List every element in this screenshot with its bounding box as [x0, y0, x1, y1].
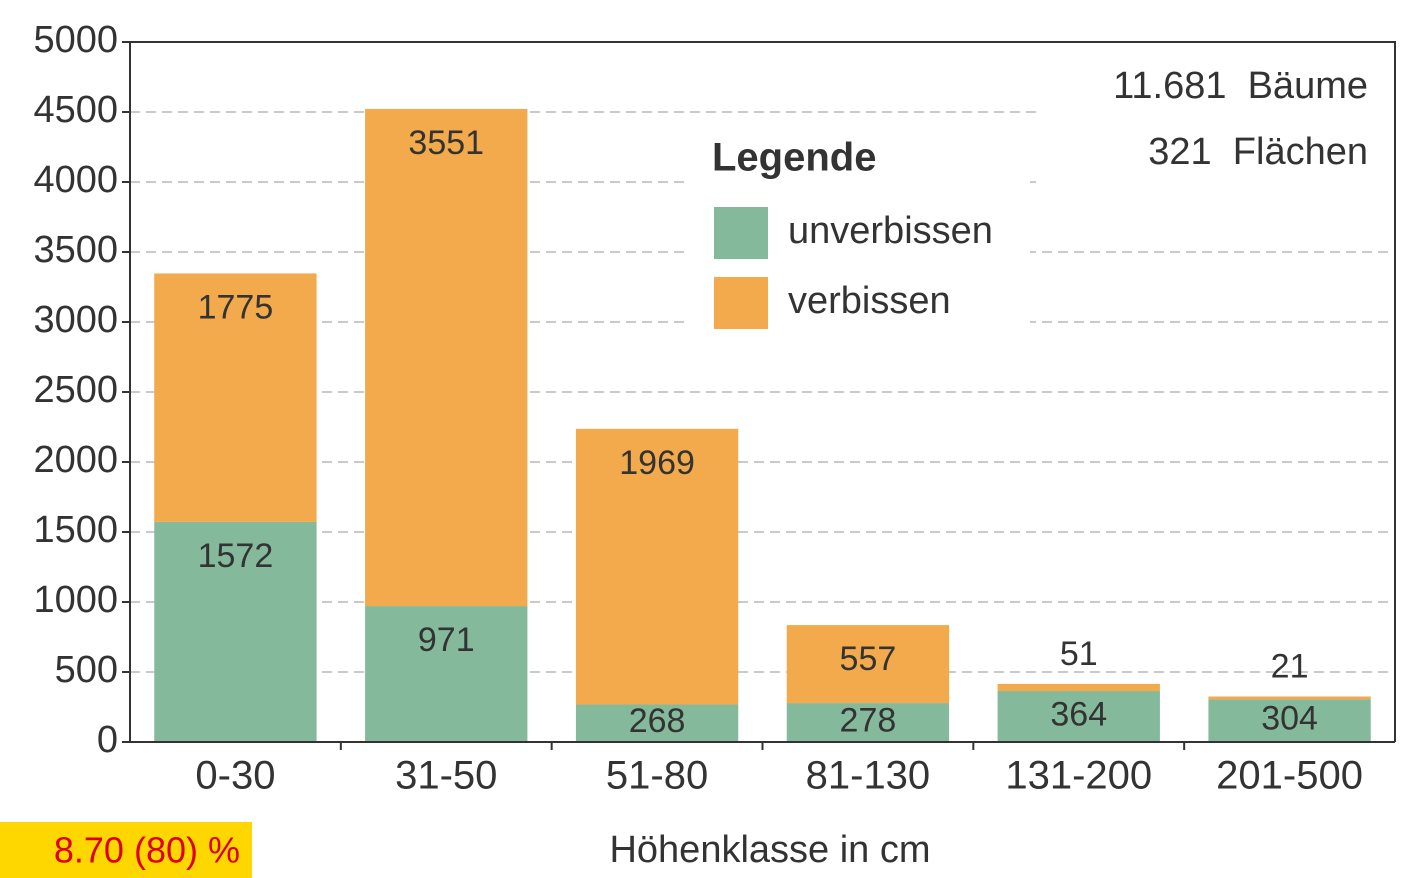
legend-label: unverbissen	[788, 210, 993, 252]
x-tick-label: 81-130	[806, 754, 931, 798]
value-label: 1572	[198, 537, 274, 575]
annotation-bg	[1040, 55, 1390, 185]
bar-segment	[154, 273, 317, 522]
y-tick-label: 2000	[33, 439, 118, 481]
y-tick-label: 1500	[33, 509, 118, 551]
y-tick-label: 0	[97, 719, 118, 761]
y-tick-label: 2500	[33, 369, 118, 411]
y-tick-label: 1000	[33, 579, 118, 621]
footnote-box	[0, 822, 252, 878]
bar-segment	[786, 703, 950, 742]
y-tick-label: 3000	[33, 299, 118, 341]
y-tick-label: 3500	[33, 229, 118, 271]
annotation: 321 Flächen	[1148, 131, 1368, 173]
bar-segment	[365, 108, 528, 607]
legend-swatch	[714, 277, 768, 329]
value-label: 3551	[408, 124, 484, 162]
bar-segment	[1208, 696, 1371, 700]
footnote: 8.70 (80) %	[54, 830, 240, 871]
y-tick-label: 5000	[33, 19, 118, 61]
bar-segment	[154, 521, 317, 742]
legend-swatch	[714, 207, 768, 259]
y-tick-label: 4500	[33, 89, 118, 131]
bar-segment	[1208, 699, 1371, 742]
bar-segment	[365, 606, 528, 742]
bar-segment	[997, 683, 1160, 692]
y-tick-label: 500	[55, 649, 118, 691]
value-label: 304	[1261, 700, 1318, 738]
value-label: 268	[629, 702, 686, 740]
value-label: 21	[1271, 647, 1309, 685]
x-tick-label: 31-50	[395, 754, 497, 798]
legend-title: Legende	[712, 136, 876, 180]
value-label: 1775	[198, 288, 274, 326]
x-tick-label: 0-30	[195, 754, 275, 798]
bar-segment	[997, 691, 1160, 742]
value-label: 557	[840, 640, 897, 678]
annotation: 11.681 Bäume	[1113, 65, 1368, 107]
x-tick-label: 131-200	[1005, 754, 1152, 798]
legend-label: verbissen	[788, 280, 951, 322]
value-label: 971	[418, 621, 475, 659]
frame	[129, 41, 1396, 742]
value-label: 51	[1060, 635, 1098, 673]
value-label: 1969	[619, 444, 695, 482]
bar-segment	[786, 625, 950, 704]
x-tick-label: 201-500	[1216, 754, 1363, 798]
bar-segment	[575, 704, 739, 742]
x-axis-label: Höhenklasse in cm	[609, 829, 930, 871]
bar-segment	[575, 428, 739, 705]
value-label: 364	[1050, 696, 1107, 734]
y-tick-label: 4000	[33, 159, 118, 201]
value-label: 278	[840, 702, 897, 740]
x-tick-label: 51-80	[606, 754, 708, 798]
